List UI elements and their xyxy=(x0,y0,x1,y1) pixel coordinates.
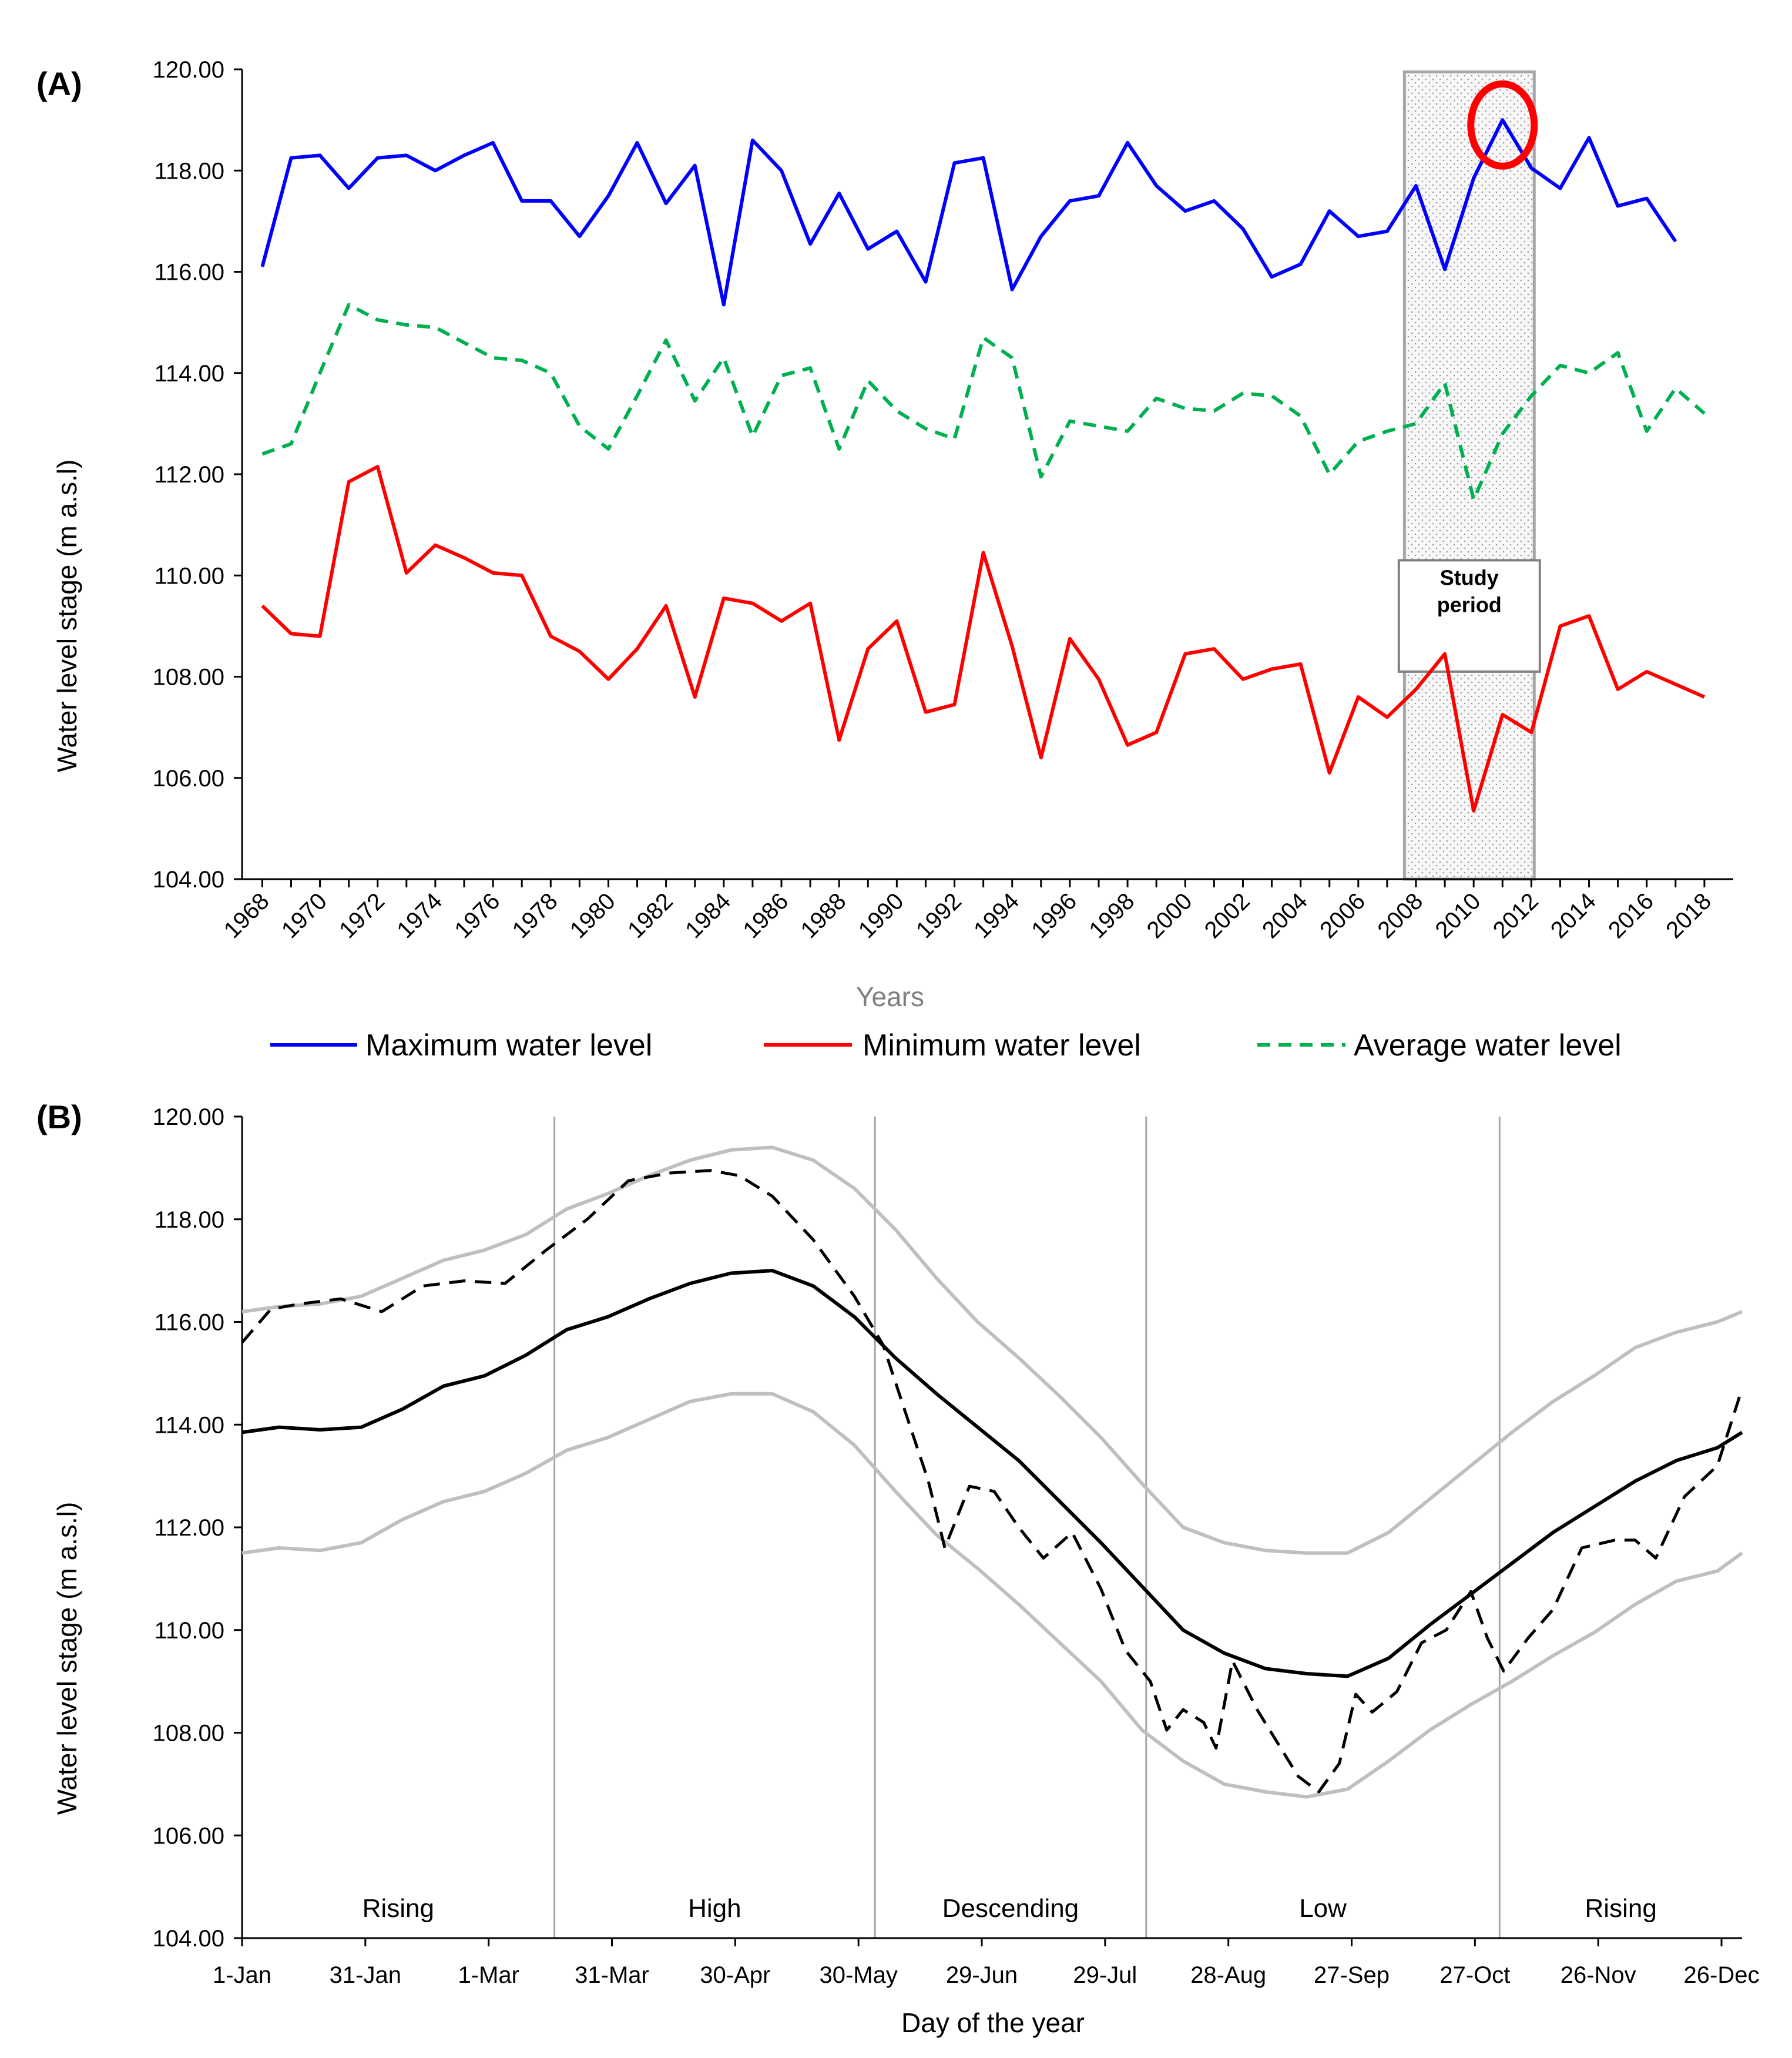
phase-label: Rising xyxy=(363,1894,434,1923)
panel-a-series xyxy=(260,80,1706,813)
panel-b-y-axis-title: Water level stage (m a.s.l) xyxy=(52,1502,82,1815)
panel-b-x-tick-label: 26-Dec xyxy=(1684,1962,1760,1988)
panel-a-x-tick-label: 2008 xyxy=(1372,888,1428,943)
panel-a-y-tick-label: 114.00 xyxy=(155,361,224,387)
panel-a-x-tick-label: 2016 xyxy=(1603,888,1659,943)
panel-b-y-tick-label: 110.00 xyxy=(155,1618,224,1644)
legend-avg-label: Average water level xyxy=(1354,1028,1622,1062)
panel-b-y-tick-label: 106.00 xyxy=(153,1823,224,1849)
panel-b-y-tick-label: 112.00 xyxy=(155,1515,224,1541)
panel-a-y-tick-label: 110.00 xyxy=(155,563,224,589)
panel-b-x-tick-label: 27-Sep xyxy=(1314,1962,1390,1988)
study-period-region: Study period xyxy=(1397,70,1541,881)
panel-b-x-tick-label: 30-Apr xyxy=(700,1962,770,1988)
panel-a-x-axis-title: Years xyxy=(856,981,924,1012)
panel-a-x-tick-label: 1974 xyxy=(392,888,447,943)
panel-a-y-tick-label: 104.00 xyxy=(153,867,224,893)
study-period-label-line1: Study xyxy=(1440,565,1499,589)
panel-a-x-tick-label: 1988 xyxy=(796,888,851,943)
panel-a-x-tick-label: 2004 xyxy=(1257,888,1313,943)
panel-a-x-tick-label: 1976 xyxy=(449,888,505,943)
lower-envelope-line xyxy=(241,1392,1743,1799)
panel-a-x-tick-label: 1990 xyxy=(854,888,909,943)
panel-b-x-tick-label: 29-Jun xyxy=(946,1962,1018,1988)
panel-b-y-tick-label: 104.00 xyxy=(153,1926,224,1952)
panel-a-x-tick-label: 2010 xyxy=(1431,888,1486,943)
panel-a: (A) Study period 104.00 106.00 108.00 110.00… xyxy=(36,57,1733,1062)
study-period-label-line2: period xyxy=(1437,592,1502,616)
panel-a-x-tick-label: 1972 xyxy=(334,888,390,943)
legend-max-label: Maximum water level xyxy=(365,1028,652,1062)
max-water-level-line xyxy=(260,118,1677,307)
panel-a-x-tick-label: 2000 xyxy=(1142,888,1197,943)
panel-a-x-tick-label: 1978 xyxy=(508,888,563,943)
panel-b-x-tick-label: 31-Mar xyxy=(575,1962,649,1988)
legend-min-label: Minimum water level xyxy=(863,1028,1141,1062)
panel-a-x-tick-label: 1998 xyxy=(1084,888,1139,943)
panel-a-x-tick-label: 1970 xyxy=(277,888,332,943)
panel-b-y-tick-label: 116.00 xyxy=(155,1310,224,1336)
panel-b-x-tick-label: 27-Oct xyxy=(1439,1962,1510,1988)
panel-a-label: (A) xyxy=(36,65,82,102)
panel-a-y-tick-label: 116.00 xyxy=(155,260,224,286)
panel-a-x-tick-label: 2002 xyxy=(1200,888,1255,943)
panel-a-x-tick-label: 1986 xyxy=(738,888,793,943)
panel-b-y-tick-label: 120.00 xyxy=(153,1104,224,1130)
panel-a-y-tick-label: 118.00 xyxy=(155,158,224,184)
mean-water-level-line xyxy=(241,1269,1743,1678)
panel-b-x-tick-label: 1-Mar xyxy=(458,1962,519,1988)
panel-a-y-tick-label: 112.00 xyxy=(155,462,224,488)
panel-a-x-tick-label: 1982 xyxy=(623,888,678,943)
panel-b-series xyxy=(241,1145,1744,1799)
panel-a-x-tick-label: 1980 xyxy=(565,888,620,943)
panel-a-x-tick-label: 1994 xyxy=(969,888,1024,943)
panel-a-x-tick-label: 2014 xyxy=(1546,888,1601,943)
panel-a-x-tick-label: 1984 xyxy=(680,888,736,943)
highlight-circle xyxy=(1467,80,1538,170)
panel-b-y-tick-label: 108.00 xyxy=(153,1721,224,1747)
panel-a-y-tick-label: 108.00 xyxy=(153,665,224,691)
phase-label: High xyxy=(688,1894,741,1923)
panel-a-y-axis-title: Water level stage (m a.s.l) xyxy=(52,460,82,773)
panel-b-x-tick-label: 31-Jan xyxy=(330,1962,401,1988)
panel-a-x-tick-label: 1968 xyxy=(219,888,274,943)
panel-b-x-tick-label: 29-Jul xyxy=(1073,1962,1137,1988)
panel-b-x-tick-label: 26-Nov xyxy=(1561,1962,1636,1988)
panel-b-x-tick-label: 28-Aug xyxy=(1190,1962,1266,1988)
phase-label: Descending xyxy=(942,1894,1079,1923)
phase-labels: Rising High Descending Low Rising xyxy=(363,1894,1657,1923)
panel-a-x-tick-label: 1996 xyxy=(1026,888,1082,943)
panel-a-y-tick-label: 120.00 xyxy=(153,57,224,83)
phase-label: Low xyxy=(1299,1894,1347,1923)
panel-b-axes: 104.00 106.00 108.00 110.00 112.00 114.00 116.… xyxy=(153,1104,1760,1988)
panel-a-x-tick-label: 2018 xyxy=(1661,888,1716,943)
panel-a-y-tick-label: 106.00 xyxy=(153,766,224,792)
panel-b: (B) 104.00 106.00 108.00 110.00 112.00 114.00… xyxy=(36,1098,1760,2038)
avg-water-level-line xyxy=(261,303,1706,502)
panel-a-x-tick-label: 2006 xyxy=(1315,888,1370,943)
panel-b-x-tick-label: 30-May xyxy=(819,1962,897,1988)
min-water-level-line xyxy=(261,465,1706,813)
panel-b-x-tick-label: 1-Jan xyxy=(213,1962,271,1988)
phase-label: Rising xyxy=(1585,1894,1657,1923)
upper-envelope-line xyxy=(241,1145,1743,1555)
panel-b-y-tick-label: 114.00 xyxy=(155,1412,224,1438)
panel-b-y-tick-label: 118.00 xyxy=(155,1207,224,1233)
legend: Maximum water level Minimum water level … xyxy=(270,1028,1622,1062)
study-period-water-level-line xyxy=(241,1169,1744,1794)
panel-b-label: (B) xyxy=(36,1098,82,1135)
study-period-label-box xyxy=(1397,559,1541,673)
panel-b-x-axis-title: Day of the year xyxy=(901,2007,1085,2038)
panel-a-x-tick-label: 1992 xyxy=(911,888,967,943)
panel-a-x-tick-label: 2012 xyxy=(1488,888,1543,943)
